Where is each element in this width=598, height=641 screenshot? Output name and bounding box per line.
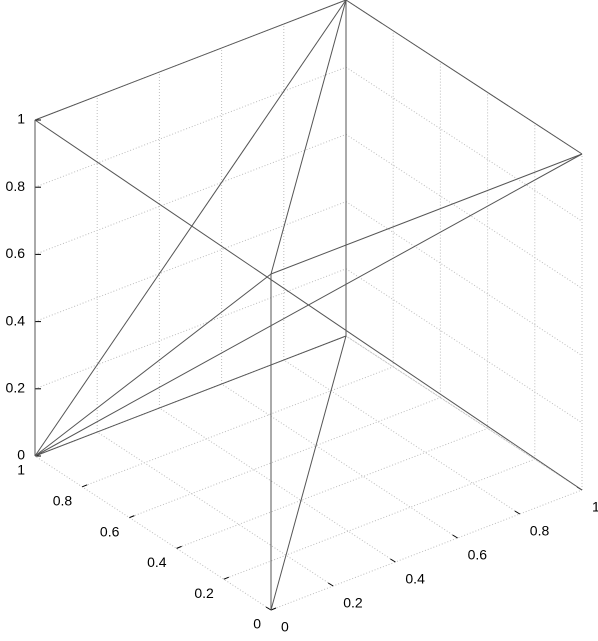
- tick-mark: [129, 515, 135, 519]
- grid-line: [159, 407, 396, 563]
- y-tick-label: 0.4: [147, 554, 167, 570]
- grid-line: [270, 489, 583, 611]
- tick-mark: [223, 576, 229, 580]
- x-tick-label: 0.4: [405, 571, 425, 587]
- x-tick-label: 1: [592, 499, 598, 515]
- y-tick-label: 0.6: [100, 523, 120, 539]
- tick-mark: [327, 582, 334, 587]
- grid-line: [345, 133, 583, 289]
- tick-mark: [270, 607, 277, 611]
- grid-line: [345, 66, 583, 222]
- y-tick-label: 1: [17, 462, 25, 478]
- z-tick-label: 0.2: [6, 380, 26, 396]
- grid-line: [221, 383, 458, 539]
- grid-line: [345, 335, 583, 491]
- tick-mark: [390, 558, 396, 563]
- grid-line: [96, 431, 334, 587]
- z-tick-label: 0.4: [6, 312, 26, 328]
- line-segment: [270, 0, 347, 275]
- line-segment: [34, 0, 347, 121]
- x-tick-label: 0.8: [530, 523, 550, 539]
- z-tick-label: 0.6: [6, 245, 26, 261]
- tick-mark: [452, 534, 458, 539]
- grid-line: [283, 359, 521, 515]
- x-tick-label: 0: [281, 619, 289, 635]
- grid-line: [345, 268, 583, 424]
- z-tick-label: 0: [17, 447, 25, 463]
- grid-line: [345, 201, 583, 357]
- y-tick-label: 0: [253, 616, 261, 632]
- grid-line: [129, 397, 441, 519]
- line-segment: [270, 335, 347, 611]
- grid-line: [345, 335, 583, 491]
- z-tick-label: 0.8: [6, 178, 26, 194]
- line-segment: [34, 153, 583, 457]
- grid-line: [34, 201, 347, 323]
- grid-line: [223, 458, 535, 580]
- y-tick-label: 0.8: [53, 493, 73, 509]
- tick-mark: [265, 606, 272, 611]
- grid-line: [34, 268, 347, 390]
- x-tick-label: 0.6: [468, 547, 488, 563]
- tick-mark: [514, 510, 521, 515]
- x-tick-label: 0.2: [343, 595, 363, 611]
- tick-mark: [176, 545, 182, 549]
- tick-mark: [82, 484, 88, 488]
- z-tick-label: 1: [17, 111, 25, 127]
- grid-line: [34, 455, 272, 611]
- grid-line: [82, 366, 394, 488]
- grid-line: [34, 133, 347, 255]
- line-segment: [270, 153, 583, 275]
- line-segment: [345, 0, 583, 155]
- grid-line: [176, 427, 488, 549]
- line-segment: [34, 273, 272, 457]
- line-segment: [34, 0, 347, 457]
- y-tick-label: 0.2: [194, 585, 214, 601]
- line-segment: [34, 335, 347, 457]
